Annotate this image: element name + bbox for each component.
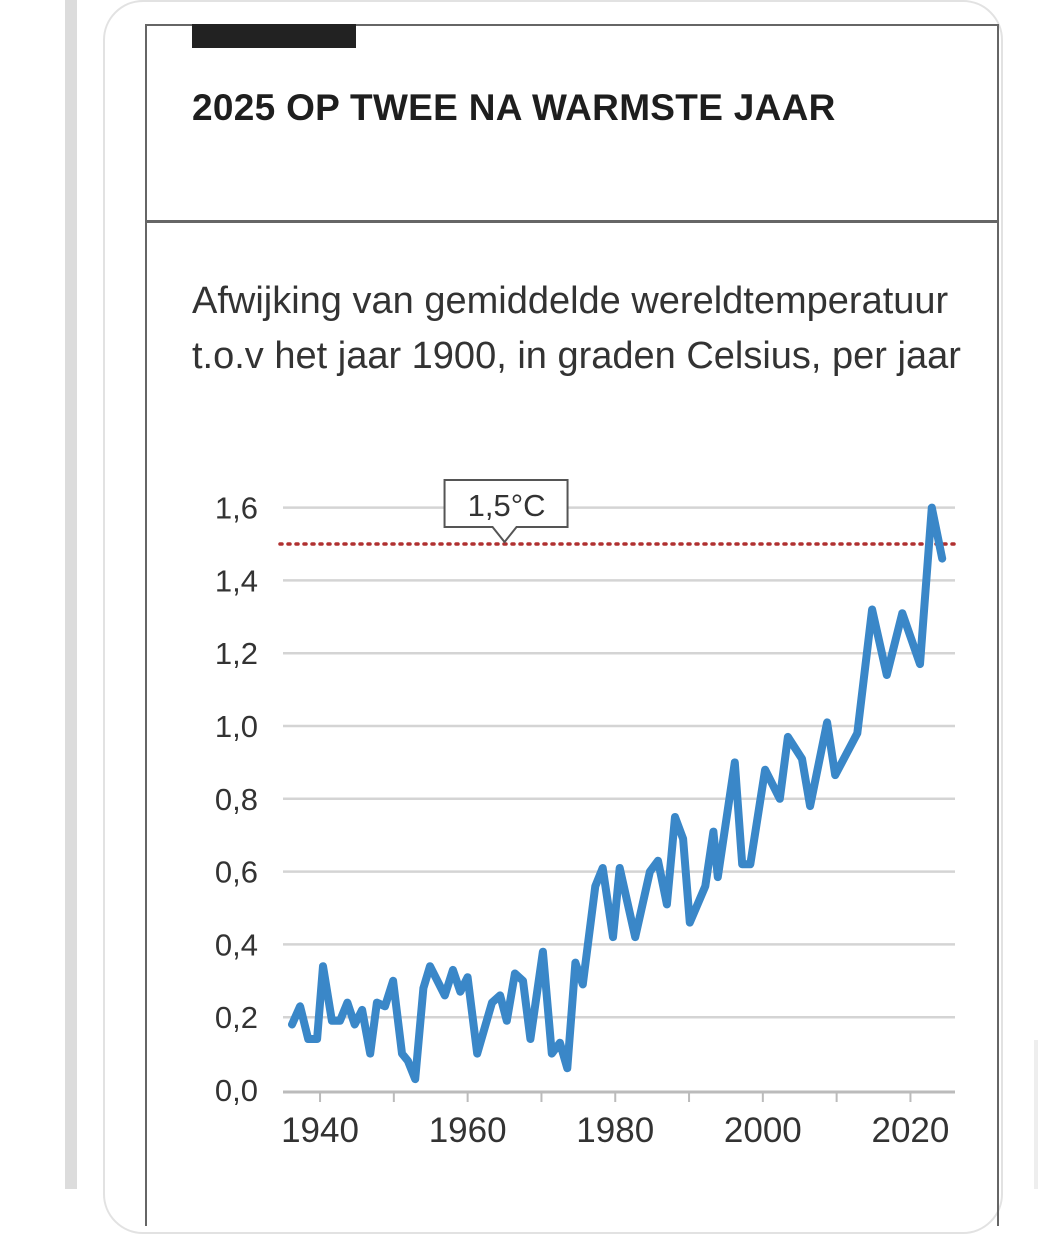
line-chart: 0,0 0,2 0,4 0,6 0,8 1,0 1,2 1,4 1,6 1940 1960 1980 2…	[0, 0, 1052, 1189]
y-tick-label: 0,8	[215, 782, 258, 817]
y-tick-label: 1,6	[215, 491, 258, 526]
x-tick-label: 1960	[429, 1111, 507, 1150]
reference-label: 1,5°C	[468, 488, 546, 523]
x-tick-label: 2020	[872, 1111, 950, 1150]
y-tick-label: 1,2	[215, 636, 258, 671]
y-tick-label: 0,4	[215, 927, 258, 962]
y-tick-label: 0,2	[215, 1000, 258, 1035]
x-tick-label: 1980	[576, 1111, 654, 1150]
temperature-series-line	[292, 508, 942, 1080]
y-tick-label: 0,6	[215, 855, 258, 890]
y-tick-label: 0,0	[215, 1073, 258, 1108]
y-tick-label: 1,0	[215, 709, 258, 744]
y-tick-label: 1,4	[215, 563, 258, 598]
x-tick-label: 2000	[724, 1111, 802, 1150]
x-tick-label: 1940	[281, 1111, 359, 1150]
